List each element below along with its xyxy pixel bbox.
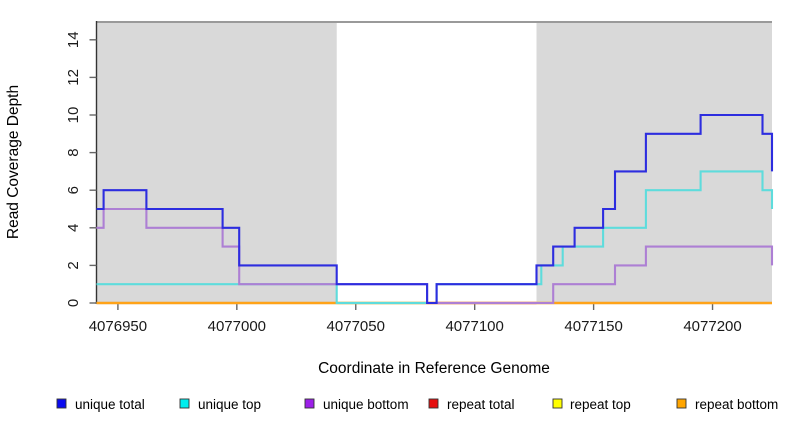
y-tick-label: 12 xyxy=(65,69,82,86)
series-lines xyxy=(96,113,774,305)
legend-label-unique-top: unique top xyxy=(198,397,261,412)
legend-swatch-repeat-total xyxy=(428,398,439,409)
legend-label-repeat-total: repeat total xyxy=(447,397,515,412)
legend-label-repeat-top: repeat top xyxy=(570,397,631,412)
repeat-region-right xyxy=(536,21,772,303)
series-line-unique-total xyxy=(96,113,774,305)
legend-label-repeat-bottom: repeat bottom xyxy=(695,397,778,412)
y-axis-label: Read Coverage Depth xyxy=(5,85,22,239)
x-tick-label: 4077050 xyxy=(327,318,385,335)
legend-swatch-unique-total xyxy=(56,398,67,409)
legend-swatch-unique-top xyxy=(179,398,190,409)
repeat-region-left xyxy=(96,21,337,303)
y-tick-label: 0 xyxy=(65,299,82,307)
y-tick-label: 6 xyxy=(65,186,82,194)
y-tick-label: 8 xyxy=(65,148,82,156)
y-tick-label: 10 xyxy=(65,107,82,124)
shaded-repeat-regions xyxy=(96,21,772,303)
x-tick-label: 4077000 xyxy=(208,318,266,335)
x-tick-label: 4077150 xyxy=(564,318,622,335)
legend: unique total unique top unique bottom repea… xyxy=(56,397,778,412)
y-tick-label: 2 xyxy=(65,261,82,269)
y-tick-label: 14 xyxy=(65,31,82,48)
x-tick-label: 4077200 xyxy=(683,318,741,335)
x-axis-label: Coordinate in Reference Genome xyxy=(318,360,550,377)
legend-swatch-repeat-bottom xyxy=(676,398,687,409)
legend-label-unique-total: unique total xyxy=(75,397,145,412)
x-tick-label: 4077100 xyxy=(445,318,503,335)
x-tick-label: 4076950 xyxy=(89,318,147,335)
legend-swatch-unique-bottom xyxy=(304,398,315,409)
legend-label-unique-bottom: unique bottom xyxy=(323,397,409,412)
legend-swatch-repeat-top xyxy=(552,398,563,409)
y-tick-label: 4 xyxy=(65,224,82,232)
